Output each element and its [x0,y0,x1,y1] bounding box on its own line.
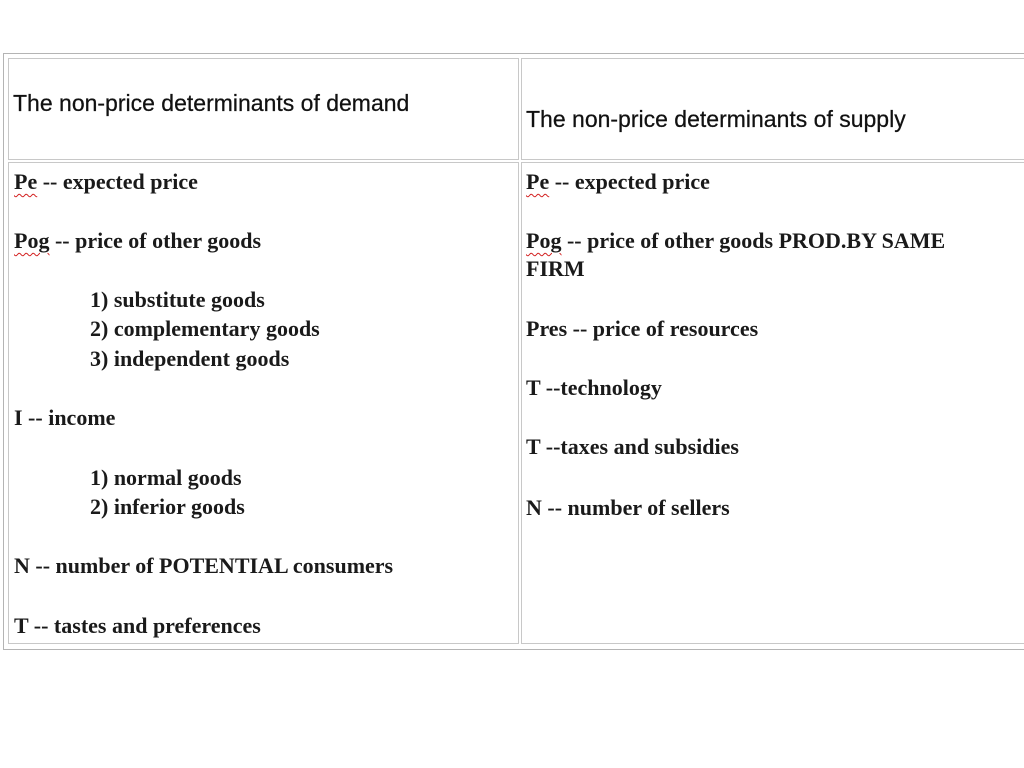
supply-expected-price: Pe -- expected price [526,168,710,196]
supply-technology: T --technology [526,375,662,400]
header-cell-supply: The non-price determinants of supply [521,58,1024,160]
demand-pog-item: 3) independent goods [90,346,290,371]
demand-income-item: 1) normal goods [90,465,242,490]
demand-pog-item: 2) complementary goods [90,316,320,341]
demand-income-item: 2) inferior goods [90,494,245,519]
supply-cell: Pe -- expected price Pog -- price of oth… [521,162,1024,644]
determinants-table: The non-price determinants of demand The… [3,53,1024,650]
supply-other-goods-price: Pog -- price of other goods PROD.BY SAME [526,227,945,255]
demand-consumers: N -- number of POTENTIAL consumers [14,553,394,578]
supply-pe-abbr: Pe [526,169,550,194]
supply-resources: Pres -- price of resources [526,316,759,341]
supply-pog-abbr: Pog [526,228,562,253]
header-supply: The non-price determinants of supply [526,106,906,132]
demand-pe-text: -- expected price [37,169,198,194]
demand-pe-abbr: Pe [14,169,38,194]
demand-cell: Pe -- expected price Pog -- price of oth… [8,162,519,644]
supply-pe-text: -- expected price [549,169,710,194]
header-demand: The non-price determinants of demand [13,90,410,116]
supply-pog-text-continued: FIRM [526,256,585,281]
demand-other-goods-price: Pog -- price of other goods [14,227,261,255]
demand-pog-text: -- price of other goods [49,228,262,253]
supply-taxes: T --taxes and subsidies [526,434,739,459]
demand-pog-item: 1) substitute goods [90,287,265,312]
demand-pog-abbr: Pog [14,228,50,253]
demand-income: I -- income [14,405,116,430]
header-cell-demand: The non-price determinants of demand [8,58,519,160]
demand-tastes: T -- tastes and preferences [14,613,261,638]
supply-pog-text: -- price of other goods PROD.BY SAME [561,228,946,253]
demand-expected-price: Pe -- expected price [14,168,198,196]
supply-sellers: N -- number of sellers [526,495,730,520]
